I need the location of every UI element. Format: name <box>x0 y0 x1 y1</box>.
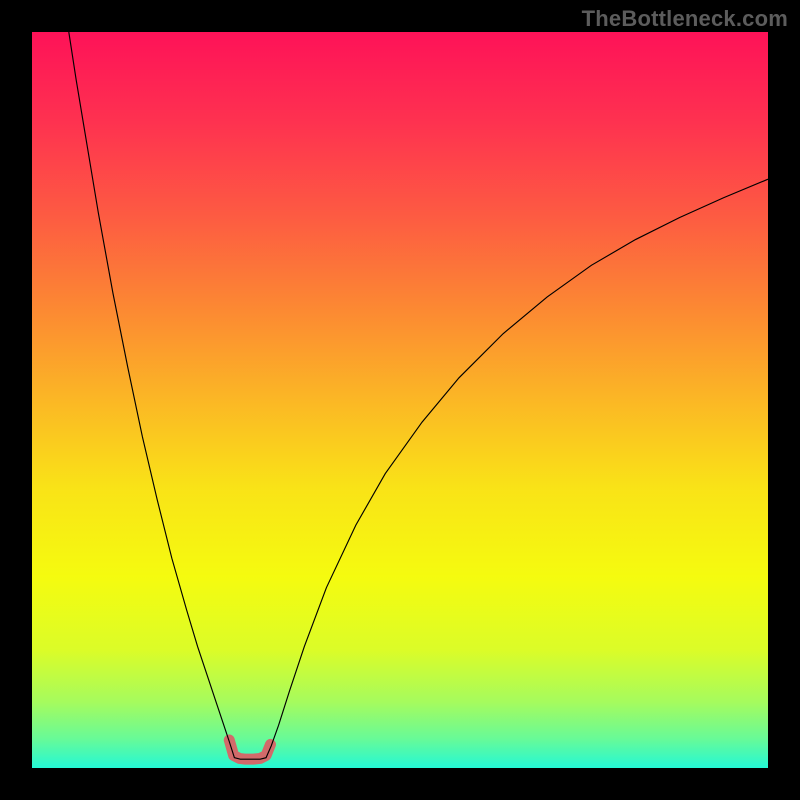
attribution-text: TheBottleneck.com <box>582 6 788 32</box>
plot-svg <box>32 32 768 768</box>
gradient-background <box>32 32 768 768</box>
chart-frame: TheBottleneck.com <box>0 0 800 800</box>
plot-area <box>32 32 768 768</box>
